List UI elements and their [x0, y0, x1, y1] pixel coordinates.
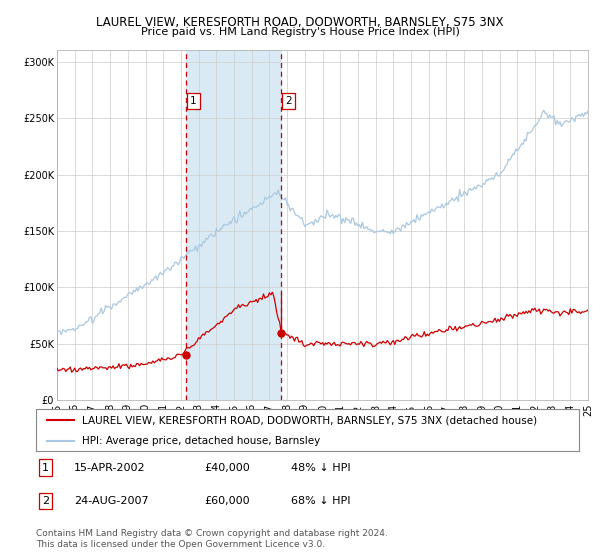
Text: Contains HM Land Registry data © Crown copyright and database right 2024.
This d: Contains HM Land Registry data © Crown c…	[36, 529, 388, 549]
FancyBboxPatch shape	[36, 409, 579, 451]
Text: LAUREL VIEW, KERESFORTH ROAD, DODWORTH, BARNSLEY, S75 3NX: LAUREL VIEW, KERESFORTH ROAD, DODWORTH, …	[96, 16, 504, 29]
Text: HPI: Average price, detached house, Barnsley: HPI: Average price, detached house, Barn…	[82, 436, 320, 446]
Text: 48% ↓ HPI: 48% ↓ HPI	[291, 463, 351, 473]
Text: 68% ↓ HPI: 68% ↓ HPI	[291, 496, 351, 506]
Text: Price paid vs. HM Land Registry's House Price Index (HPI): Price paid vs. HM Land Registry's House …	[140, 27, 460, 37]
Text: 2: 2	[42, 496, 49, 506]
Text: 24-AUG-2007: 24-AUG-2007	[74, 496, 149, 506]
Text: 2: 2	[285, 96, 292, 106]
Text: £40,000: £40,000	[205, 463, 250, 473]
Text: 1: 1	[42, 463, 49, 473]
Text: £60,000: £60,000	[205, 496, 250, 506]
Bar	[186, 50, 281, 400]
Text: LAUREL VIEW, KERESFORTH ROAD, DODWORTH, BARNSLEY, S75 3NX (detached house): LAUREL VIEW, KERESFORTH ROAD, DODWORTH, …	[82, 415, 537, 425]
Text: 1: 1	[190, 96, 197, 106]
Text: 15-APR-2002: 15-APR-2002	[74, 463, 146, 473]
